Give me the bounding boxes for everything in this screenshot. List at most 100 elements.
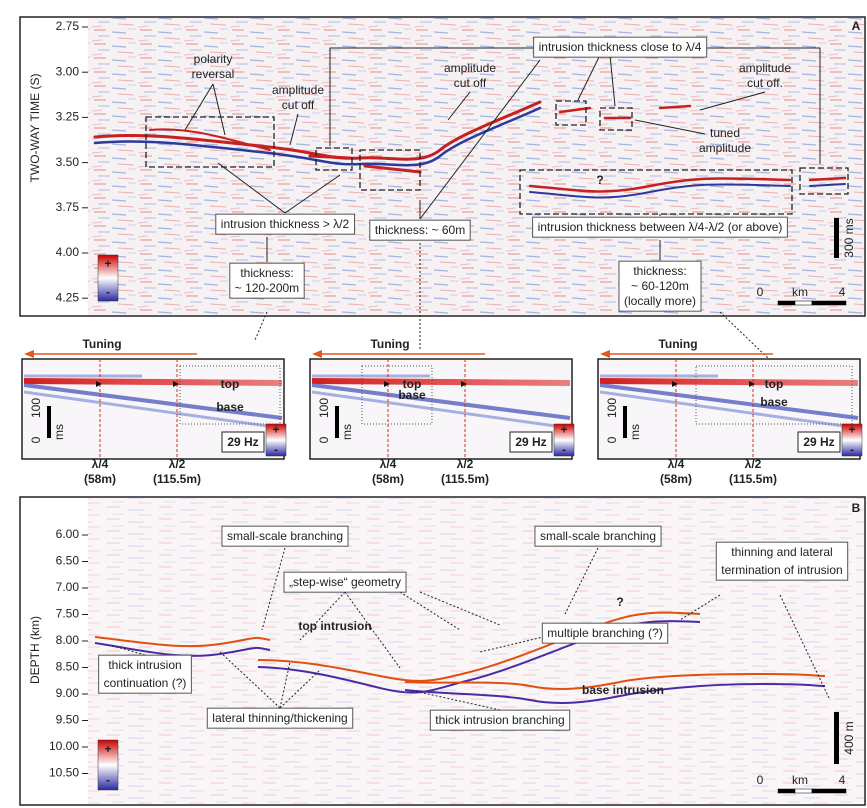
zoom-box bbox=[695, 365, 853, 425]
annotation: thick intrusion continuation (?) bbox=[98, 654, 192, 694]
annotation-box bbox=[532, 216, 788, 238]
ms-scale-0: 0 bbox=[317, 436, 331, 443]
annotation-text: ~ 60-120m bbox=[631, 279, 689, 293]
polarity-bar bbox=[841, 423, 863, 457]
annotation-text: reversal bbox=[192, 67, 235, 81]
wedge-top bbox=[23, 378, 283, 386]
annotation-text: amplitude bbox=[444, 61, 496, 75]
annotation: intrusion thickness between λ/4-λ/2 (or … bbox=[532, 216, 788, 238]
annotation: thickness:~ 60-120m(locally more) bbox=[618, 260, 702, 312]
scale-segment bbox=[777, 300, 796, 306]
top-label: top bbox=[765, 377, 784, 391]
annotation-text: multiple branching (?) bbox=[547, 626, 662, 640]
annotation-text: amplitude bbox=[739, 61, 791, 75]
lambda-value: (115.5m) bbox=[153, 472, 201, 486]
lambda-label: λ/2 bbox=[745, 457, 762, 471]
base-label: base bbox=[216, 400, 244, 414]
frequency-box bbox=[509, 431, 553, 453]
annotation-box bbox=[533, 36, 708, 58]
y-tick-label: 10.00 bbox=[49, 739, 79, 753]
annotation-text: small-scale branching bbox=[227, 529, 343, 543]
annotation: intrusion thickness > λ/2 bbox=[215, 213, 356, 235]
annotation-text: ? bbox=[616, 595, 623, 609]
scale-end: 4 bbox=[839, 773, 846, 787]
lambda-value: (58m) bbox=[372, 472, 404, 486]
annotation: „step-wise“ geometry bbox=[283, 571, 407, 593]
ms-scale-bar bbox=[335, 406, 339, 438]
wedge-side bbox=[311, 374, 571, 430]
annotation-text: thinning and lateral bbox=[731, 545, 832, 559]
annotation-box bbox=[715, 541, 849, 581]
ms-scale-unit: ms bbox=[52, 424, 66, 440]
y-axis-title: DEPTH (km) bbox=[28, 616, 42, 684]
ms-scale-100: 100 bbox=[605, 398, 619, 418]
y-axis-title: TWO-WAY TIME (S) bbox=[28, 74, 42, 183]
zoom-box bbox=[179, 365, 281, 425]
scale-segment bbox=[811, 300, 830, 306]
top-label: top bbox=[403, 377, 422, 391]
lambda-tick bbox=[173, 381, 179, 387]
polarity-minus: - bbox=[562, 442, 566, 456]
polarity-bar bbox=[265, 423, 287, 457]
annotation-box bbox=[618, 260, 702, 312]
y-tick-label: 3.75 bbox=[56, 200, 80, 214]
wedge-side bbox=[23, 374, 283, 430]
annotation-text: thickness: bbox=[633, 264, 686, 278]
ms-scale-100: 100 bbox=[29, 398, 43, 418]
annotation-text: amplitude bbox=[699, 141, 751, 155]
annotation-text: ? bbox=[596, 173, 603, 187]
panel-label: A bbox=[852, 19, 861, 33]
annotation-text: amplitude bbox=[272, 83, 324, 97]
y-tick-label: 7.00 bbox=[56, 580, 80, 594]
annotation-text: intrusion thickness > λ/2 bbox=[221, 217, 350, 231]
lambda-value: (58m) bbox=[660, 472, 692, 486]
annotation-text: lateral thinning/thickening bbox=[212, 711, 347, 725]
polarity-plus: + bbox=[560, 423, 567, 437]
annotation-text: tuned bbox=[710, 126, 740, 140]
y-tick-label: 9.00 bbox=[56, 686, 80, 700]
tuning-arrowhead bbox=[312, 350, 322, 358]
scale-unit: km bbox=[792, 285, 808, 299]
lambda-label: λ/2 bbox=[457, 457, 474, 471]
lambda-label: λ/2 bbox=[169, 457, 186, 471]
time-scale-bar bbox=[834, 218, 839, 258]
depth-scale-label: 400 m bbox=[842, 721, 856, 754]
leader-lines-b bbox=[109, 547, 831, 711]
wedge-base bbox=[23, 383, 283, 420]
highlight-boxes-a bbox=[145, 100, 849, 215]
annotation-box bbox=[541, 622, 669, 644]
base-label: base bbox=[398, 388, 426, 402]
y-tick-label: 3.25 bbox=[56, 110, 80, 124]
lambda-label: λ/4 bbox=[668, 457, 685, 471]
annotation-text: thick intrusion bbox=[108, 658, 181, 672]
annotation-text: cut off bbox=[454, 76, 487, 90]
tuning-label: Tuning bbox=[370, 337, 409, 351]
polarity-bar bbox=[97, 739, 119, 791]
polarity-bar bbox=[97, 254, 119, 302]
scale-start: 0 bbox=[757, 285, 764, 299]
lambda-tick bbox=[672, 381, 678, 387]
depth-scale-bar bbox=[834, 712, 839, 764]
scale-segment bbox=[811, 788, 830, 794]
annotation-text: ~ 120-200m bbox=[235, 281, 299, 295]
tuning-label: Tuning bbox=[658, 337, 697, 351]
annotation: top intrusion bbox=[298, 619, 371, 633]
annotation-box bbox=[215, 213, 356, 235]
lambda-label: λ/4 bbox=[380, 457, 397, 471]
frequency-label: 29 Hz bbox=[227, 435, 258, 449]
annotation: multiple branching (?) bbox=[541, 622, 669, 644]
lambda-value: (58m) bbox=[84, 472, 116, 486]
y-tick-label: 2.75 bbox=[56, 19, 80, 33]
annotation-text: cut off bbox=[282, 98, 315, 112]
annotation-box bbox=[229, 262, 305, 299]
scale-segment bbox=[828, 788, 847, 794]
ms-scale-unit: ms bbox=[628, 424, 642, 440]
y-tick-label: 4.00 bbox=[56, 245, 80, 259]
lambda-value: (115.5m) bbox=[441, 472, 489, 486]
annotation-text: cut off. bbox=[747, 76, 783, 90]
annotation-box bbox=[98, 654, 192, 694]
